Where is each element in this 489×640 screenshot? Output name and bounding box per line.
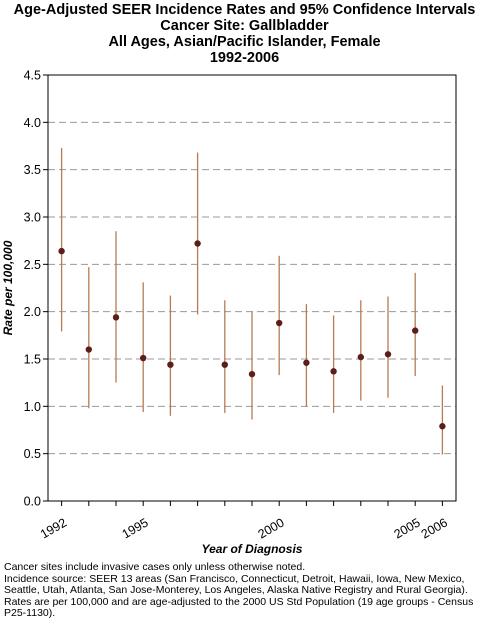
x-axis-label: Year of Diagnosis [202,542,303,556]
data-point [221,361,228,368]
data-point [303,359,310,366]
chart: 0.0 0.5 1.0 1.5 2.0 2.5 3.0 3.5 4.0 4.5 1992 1995 2… [1,69,457,556]
x-tick-label: 2006 [419,515,450,541]
y-tick-label: 1.0 [24,400,41,414]
y-axis-ticks: 0.0 0.5 1.0 1.5 2.0 2.5 3.0 3.5 4.0 4.5 [24,69,48,509]
footnote: Rates are per 100,000 and are age-adjust… [4,595,474,620]
data-point [58,247,65,255]
footnote: Incidence source: SEER 13 areas (San Fra… [4,572,468,597]
y-tick-label: 3.0 [24,211,41,225]
data-point [248,370,256,378]
data-point [167,361,174,368]
y-axis-label: Rate per 100,000 [1,240,15,335]
data-point [330,368,337,375]
data-point [384,351,392,358]
data-point [85,346,93,353]
y-tick-label: 1.5 [24,353,41,367]
x-tick-label: 2000 [256,515,287,541]
data-point [276,319,283,327]
x-tick-label: 1992 [38,515,69,541]
y-tick-label: 4.5 [24,69,41,83]
plot-frame [47,74,457,502]
y-tick-label: 0.5 [24,447,41,461]
x-tick-label: 1995 [120,515,151,541]
title-line: All Ages, Asian/Pacific Islander, Female [108,34,381,50]
y-tick-label: 0.0 [24,495,41,509]
chart-title: Age-Adjusted SEER Incidence Rates and 95… [0,2,489,66]
data-point [112,314,120,321]
title-line: Age-Adjusted SEER Incidence Rates and 95… [13,2,476,18]
y-tick-label: 2.0 [24,305,41,319]
data-point [194,240,201,247]
data-point [140,354,147,362]
data-point [412,327,419,334]
title-line: Cancer Site: Gallbladder [160,18,329,34]
y-tick-label: 2.5 [24,258,41,272]
y-tick-label: 3.5 [24,163,41,177]
footnote: Cancer sites include invasive cases only… [4,561,306,573]
title-line: 1992-2006 [209,50,280,66]
confidence-intervals [60,147,444,455]
data-points [58,240,446,430]
footnotes: Cancer sites include invasive cases only… [4,561,486,620]
x-tick-label: 2005 [392,515,423,541]
data-point [357,353,364,361]
y-tick-label: 4.0 [24,116,41,130]
data-point [439,423,446,430]
